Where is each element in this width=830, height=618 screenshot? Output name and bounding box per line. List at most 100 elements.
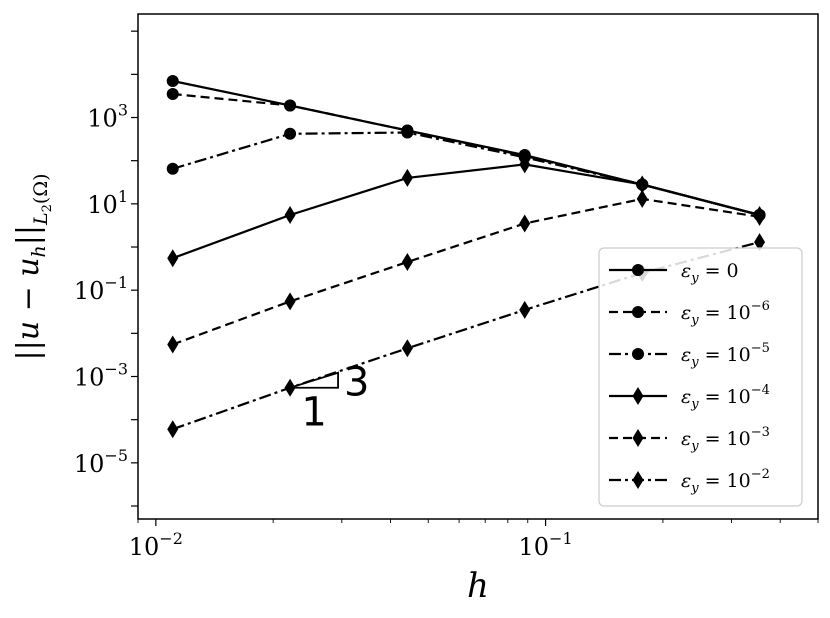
legend-box: [598, 247, 803, 507]
y-tick-base: 10: [74, 277, 105, 305]
x-tick-base: 10: [129, 533, 160, 561]
legend-entry-5: εy = 10−3: [609, 425, 770, 454]
legend-label: εy = 10−2: [681, 467, 770, 496]
data-point: [401, 252, 413, 271]
data-point: [166, 75, 179, 88]
legend-exp: −6: [751, 299, 770, 314]
data-point: [166, 88, 179, 101]
y-tick-exp: 1: [118, 187, 128, 206]
y-tick-exp: −5: [104, 446, 128, 465]
data-point: [401, 126, 414, 139]
data-point: [401, 339, 413, 358]
slope-triangle: 13: [289, 360, 370, 436]
x-tick-exp: −1: [549, 529, 573, 548]
data-point: [519, 155, 531, 174]
legend-sub: y: [690, 313, 699, 328]
series-line: [172, 163, 760, 260]
y-label-norm-sub-omega: (Ω): [30, 173, 52, 204]
data-point: [167, 335, 179, 354]
legend-marker: [632, 429, 644, 447]
legend-marker: [632, 471, 644, 489]
y-tick-exp: 3: [118, 101, 128, 120]
x-axis-label: h: [467, 566, 489, 606]
x-tick-label: 10−1: [519, 529, 573, 561]
x-tick-label: 10−2: [129, 529, 183, 561]
legend-eq: = 10: [699, 470, 751, 492]
legend-entry-1: εy = 0: [609, 260, 739, 286]
y-tick-label: 10−1: [74, 273, 128, 305]
y-tick-base: 10: [74, 450, 105, 478]
slope-rise-label: 3: [344, 360, 369, 406]
y-tick-base: 10: [74, 364, 105, 392]
y-label-minus: −: [11, 277, 46, 321]
legend-marker: [632, 348, 644, 360]
legend-marker: [632, 387, 644, 405]
legend-eps: ε: [681, 260, 691, 282]
legend-sub: y: [690, 439, 699, 454]
series-layer: [166, 75, 766, 439]
legend-eq: = 0: [699, 260, 739, 282]
series-line: [172, 197, 760, 346]
data-point: [166, 162, 179, 175]
legend-sub: y: [690, 397, 699, 412]
y-tick-label: 10−3: [74, 360, 128, 392]
y-tick-base: 10: [87, 105, 118, 133]
y-label-norm-sub: L: [30, 212, 52, 226]
legend-eq: = 10: [699, 344, 751, 366]
x-tick-base: 10: [519, 533, 550, 561]
legend-sub: y: [690, 481, 699, 496]
legend-eps: ε: [681, 386, 691, 408]
legend-eq: = 10: [699, 302, 751, 324]
legend-entry-4: εy = 10−4: [609, 383, 770, 412]
legend-eps: ε: [681, 302, 691, 324]
legend-eps: ε: [681, 470, 691, 492]
legend-sub: y: [690, 271, 699, 286]
data-point: [636, 175, 648, 194]
legend-eps: ε: [681, 344, 691, 366]
legend-exp: −2: [751, 467, 770, 482]
data-point: [284, 127, 297, 140]
legend-entry-2: εy = 10−6: [609, 299, 770, 328]
legend-entry-6: εy = 10−2: [609, 467, 770, 496]
series-2: [166, 88, 766, 222]
legend-exp: −4: [751, 383, 770, 398]
legend: εy = 0εy = 10−6εy = 10−5εy = 10−4εy = 10…: [598, 247, 803, 507]
legend-label: εy = 10−4: [681, 383, 770, 412]
legend-label: εy = 0: [681, 260, 739, 286]
y-axis-label: ||u − uh||L2(Ω): [11, 173, 55, 360]
data-point: [636, 189, 648, 208]
data-point: [167, 420, 179, 439]
legend-marker: [632, 264, 644, 276]
legend-eq: = 10: [699, 386, 751, 408]
y-tick-base: 10: [87, 191, 118, 219]
data-point: [284, 292, 296, 311]
y-tick-exp: −1: [104, 273, 128, 292]
y-tick-label: 101: [87, 187, 128, 219]
series-5: [167, 189, 766, 354]
series-1: [166, 75, 766, 222]
legend-exp: −3: [751, 425, 770, 440]
series-line: [172, 92, 760, 217]
y-label-h-sub: h: [28, 245, 50, 257]
data-point: [284, 99, 297, 112]
y-label-norm-bars: ||: [11, 225, 46, 245]
legend-eq: = 10: [699, 428, 751, 450]
plot-area: [137, 13, 819, 520]
legend-entry-3: εy = 10−5: [609, 341, 770, 370]
y-label-norm-sub-2: 2: [40, 204, 55, 212]
legend-exp: −5: [751, 341, 770, 356]
data-point: [167, 249, 179, 268]
data-point: [519, 300, 531, 319]
legend-sub: y: [690, 355, 699, 370]
series-3: [166, 126, 766, 222]
data-point: [519, 214, 531, 233]
legend-label: εy = 10−5: [681, 341, 770, 370]
plot-frame: [137, 13, 819, 520]
legend-marker: [632, 306, 644, 318]
slope-run-label: 1: [301, 390, 326, 436]
slope-triangle-shape: [289, 371, 339, 389]
data-point: [401, 168, 413, 187]
legend-eps: ε: [681, 428, 691, 450]
